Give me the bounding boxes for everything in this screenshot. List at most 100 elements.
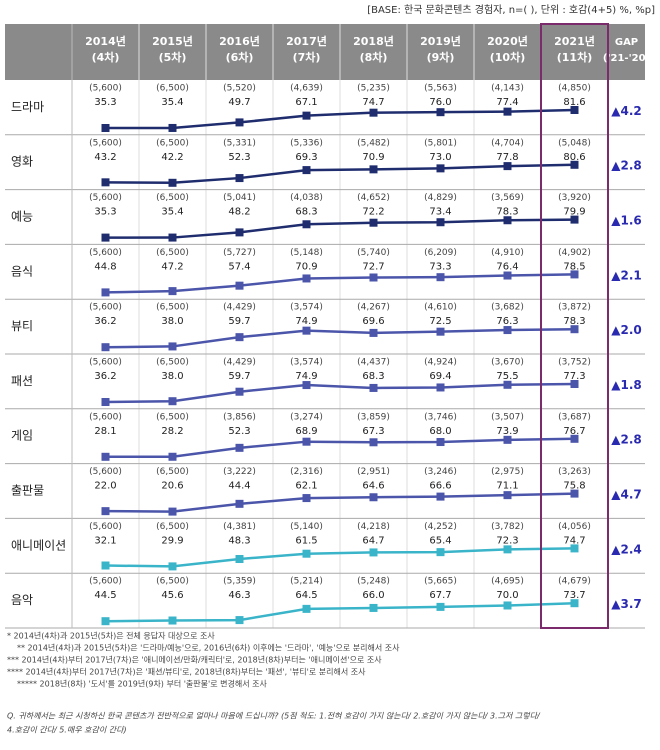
point (168, 287, 177, 296)
point (570, 544, 579, 553)
value-label: 48.2 (228, 207, 250, 218)
point (436, 164, 445, 173)
sample-size: (4,429) (223, 358, 256, 368)
point (168, 616, 177, 625)
gap-value: ▲3.7 (611, 597, 642, 611)
point (369, 328, 378, 337)
point (503, 107, 512, 116)
point (302, 274, 311, 283)
point (168, 397, 177, 406)
question: Q. 귀하께서는 최근 시청하신 한국 콘텐츠가 전반적으로 얼마나 마음에 드… (7, 712, 541, 721)
value-label: 38.0 (161, 371, 183, 382)
point (235, 499, 244, 508)
point (503, 271, 512, 280)
point (302, 494, 311, 503)
column-header: (9차) (427, 50, 455, 64)
value-label: 68.3 (362, 371, 384, 382)
value-label: 71.1 (496, 481, 518, 492)
gap-value: ▲2.8 (611, 159, 642, 173)
point (101, 507, 110, 516)
point (302, 326, 311, 335)
sample-size: (4,639) (290, 84, 323, 94)
point (369, 603, 378, 612)
value-label: 70.0 (496, 590, 518, 601)
row-label: 음악 (11, 593, 33, 607)
point (235, 118, 244, 127)
value-label: 73.0 (429, 152, 451, 163)
value-label: 72.7 (362, 261, 384, 272)
value-label: 81.6 (563, 97, 585, 108)
point (570, 599, 579, 608)
footnote: ***** 2018년(8차) '도서'를 2019년(9차) 부터 '출판물'… (17, 679, 267, 689)
row-label: 출판물 (11, 484, 44, 498)
column-header: (6차) (226, 50, 254, 64)
sample-size: (5,727) (223, 248, 256, 258)
sample-size: (5,148) (290, 248, 323, 258)
gap-value: ▲2.0 (611, 323, 642, 337)
point (101, 398, 110, 406)
sample-size: (4,437) (357, 358, 390, 368)
gap-value: ▲4.2 (611, 104, 642, 118)
sample-size: (6,500) (156, 193, 189, 203)
point (436, 108, 445, 117)
sample-size: (4,829) (424, 193, 457, 203)
sample-size: (5,600) (89, 522, 122, 532)
value-label: 67.1 (295, 97, 317, 108)
point (570, 215, 579, 224)
value-label: 29.9 (161, 535, 183, 546)
value-label: 68.3 (295, 207, 317, 218)
gap-value: ▲2.4 (611, 542, 642, 556)
sample-size: (5,235) (357, 84, 390, 94)
value-label: 75.5 (496, 371, 518, 382)
value-label: 62.1 (295, 481, 317, 492)
sample-size: (6,500) (156, 522, 189, 532)
sample-size: (5,336) (290, 138, 323, 148)
sample-size: (5,600) (89, 412, 122, 422)
column-header: 2018년 (353, 34, 394, 48)
point (369, 273, 378, 282)
point (570, 106, 579, 114)
sample-size: (5,600) (89, 303, 122, 313)
value-label: 45.6 (161, 590, 183, 601)
sample-size: (4,679) (558, 577, 591, 587)
value-label: 77.3 (563, 371, 585, 382)
value-label: 69.3 (295, 152, 317, 163)
sample-size: (6,500) (156, 467, 189, 477)
sample-size: (3,274) (290, 412, 323, 422)
gap-value: ▲1.8 (611, 378, 642, 392)
row-line (105, 437, 575, 459)
sample-size: (3,752) (558, 358, 591, 368)
sample-size: (3,569) (491, 193, 524, 203)
row-label: 애니메이션 (11, 538, 66, 552)
sample-size: (4,910) (491, 248, 524, 258)
gap-value: ▲2.1 (611, 268, 642, 282)
row-label: 뷰티 (11, 319, 33, 333)
sample-size: (4,695) (491, 577, 524, 587)
sample-size: (6,500) (156, 412, 189, 422)
sample-size: (4,704) (491, 138, 524, 148)
value-label: 79.9 (563, 207, 585, 218)
base-note: [BASE: 한국 문화콘텐츠 경험자, n=( ), 단위 : 호감(4+5)… (367, 3, 655, 16)
value-label: 35.3 (94, 97, 116, 108)
value-label: 59.7 (228, 371, 250, 382)
value-label: 73.3 (429, 261, 451, 272)
sample-size: (4,056) (558, 522, 591, 532)
value-label: 69.6 (362, 316, 384, 327)
point (235, 281, 244, 290)
point (503, 601, 512, 610)
header-bg (5, 24, 645, 80)
sample-size: (3,246) (424, 467, 457, 477)
sample-size: (3,920) (558, 193, 591, 203)
value-label: 67.3 (362, 426, 384, 437)
footnote: ** 2014년(4차)과 2015년(5차)은 '드라마/예능'으로, 201… (17, 643, 400, 653)
value-label: 78.3 (496, 207, 518, 218)
value-label: 42.2 (161, 152, 183, 163)
point (436, 548, 445, 557)
sample-size: (6,500) (156, 248, 189, 258)
row-label: 드라마 (11, 100, 44, 114)
sample-size: (5,248) (357, 577, 390, 587)
point (101, 617, 110, 626)
value-label: 32.1 (94, 535, 116, 546)
value-label: 70.9 (362, 152, 384, 163)
